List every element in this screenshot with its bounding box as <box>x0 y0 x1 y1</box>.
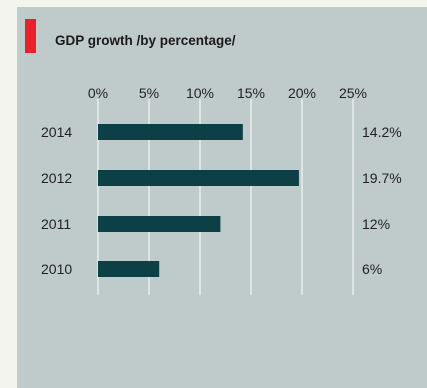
red-accent-marker <box>25 19 36 53</box>
x-tick-label: 5% <box>139 85 159 101</box>
bar <box>98 216 221 232</box>
chart-title: GDP growth /by percentage/ <box>55 33 236 48</box>
chart-panel: GDP growth /by percentage/ 0% 5% 10% 15% 20%… <box>17 7 427 388</box>
x-tick-label: 15% <box>237 85 265 101</box>
value-label: 6% <box>362 261 382 277</box>
x-tick-label: 25% <box>339 85 367 101</box>
bar <box>98 170 299 186</box>
x-tick-label: 20% <box>288 85 316 101</box>
bar <box>98 124 243 140</box>
category-label: 2011 <box>41 216 71 232</box>
x-tick-label: 0% <box>88 85 108 101</box>
bar-chart: 0% 5% 10% 15% 20% 25% 2014 14.2% 2012 19.7% 2011 12… <box>41 85 402 295</box>
value-label: 19.7% <box>362 170 402 186</box>
value-label: 12% <box>362 216 390 232</box>
x-tick-label: 10% <box>186 85 214 101</box>
category-label: 2010 <box>41 261 72 277</box>
bar <box>98 261 160 277</box>
category-label: 2014 <box>41 124 72 140</box>
value-label: 14.2% <box>362 124 402 140</box>
category-label: 2012 <box>41 170 72 186</box>
